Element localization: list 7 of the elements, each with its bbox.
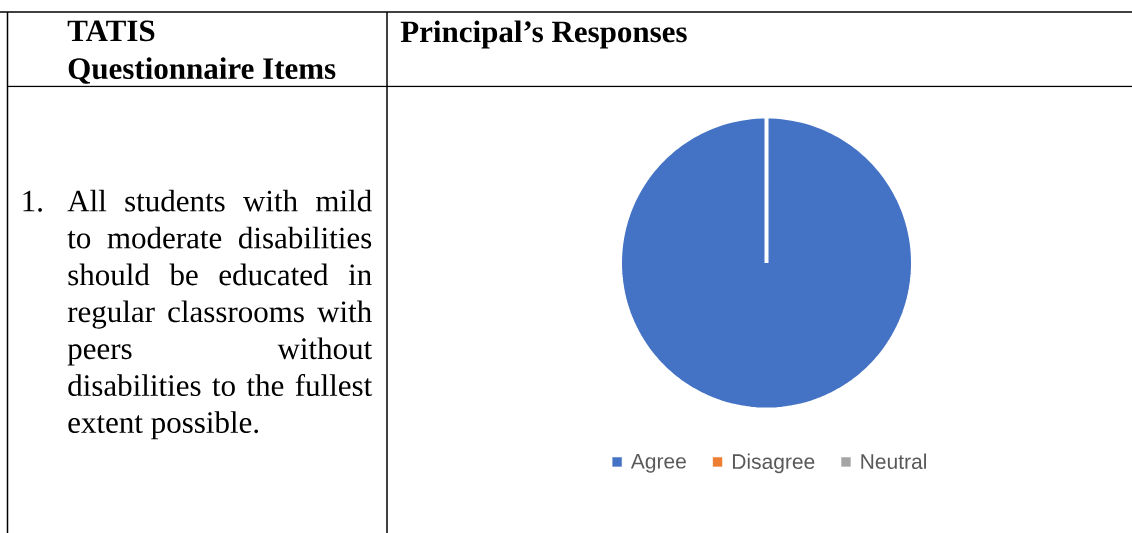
legend-label: Agree [630,453,686,473]
text: 1. [23,190,42,212]
legend-label: Disagree [732,453,815,474]
legend-label: Neutral [861,453,926,470]
text: All students with mild to moderate disabilities should be educated in regular classrooms with peers without disabilities to the fullest extent possible. [67,189,373,440]
text: TATIS Questionnaire Items [67,20,336,84]
chart-title: Principal’s Responses [400,20,687,49]
